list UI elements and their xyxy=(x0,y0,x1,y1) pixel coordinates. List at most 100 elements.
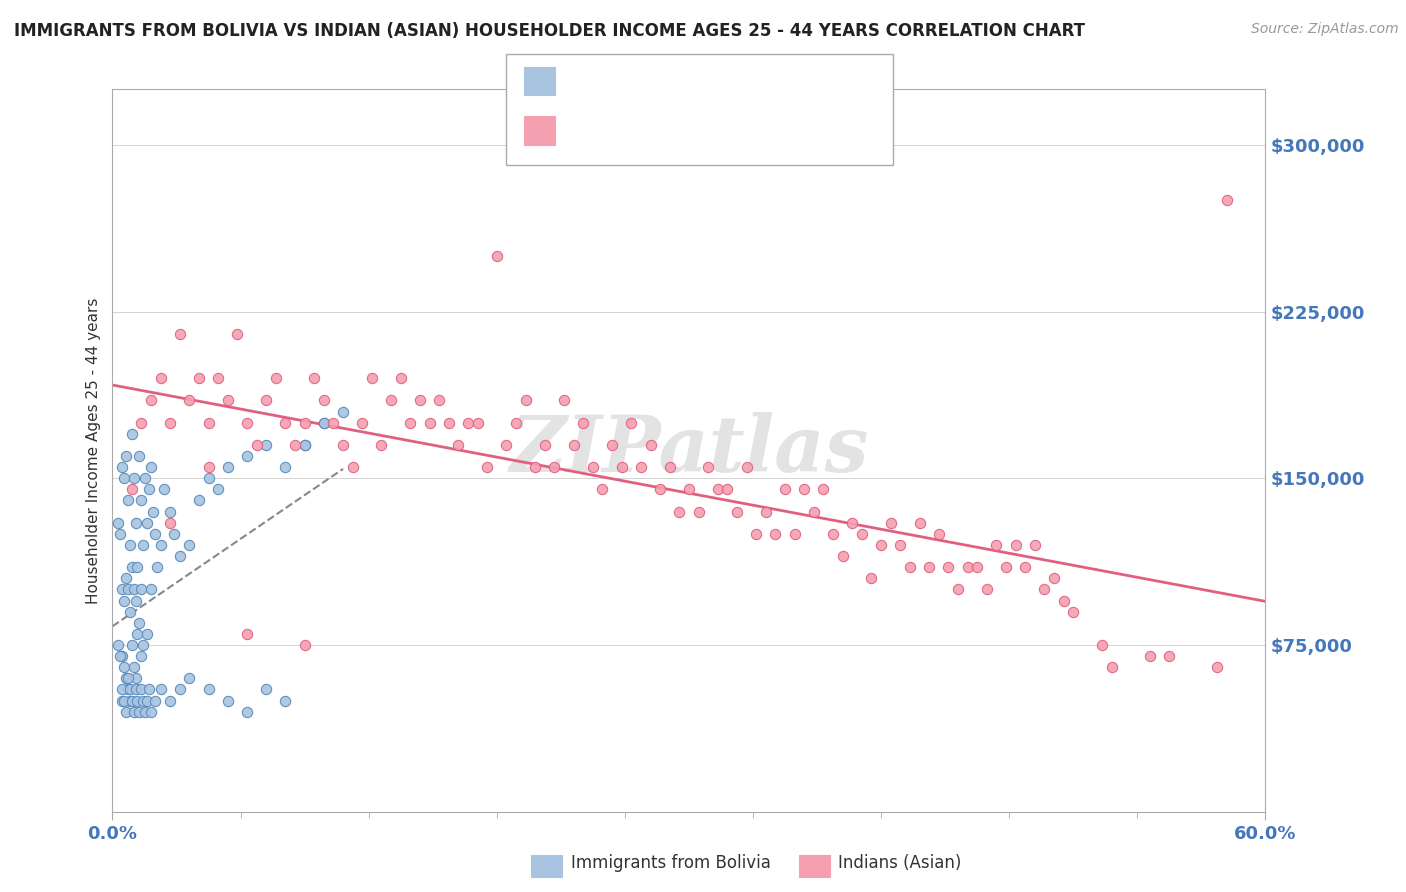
Text: ZIPatlas: ZIPatlas xyxy=(509,412,869,489)
Point xyxy=(1004,538,1026,552)
Point xyxy=(534,438,557,452)
Point xyxy=(1139,649,1161,664)
Point xyxy=(197,682,219,697)
Point xyxy=(294,416,316,430)
Point xyxy=(136,693,159,707)
Point xyxy=(274,460,297,475)
Point xyxy=(117,493,139,508)
Point xyxy=(179,538,201,552)
Point xyxy=(142,505,165,519)
Point xyxy=(956,560,979,574)
Point xyxy=(122,705,145,719)
Y-axis label: Householder Income Ages 25 - 44 years: Householder Income Ages 25 - 44 years xyxy=(86,297,101,604)
Point xyxy=(640,438,662,452)
Point xyxy=(678,483,700,497)
Point xyxy=(139,582,162,597)
Point xyxy=(246,438,269,452)
Point xyxy=(399,416,422,430)
Point xyxy=(254,438,277,452)
Point xyxy=(128,615,150,630)
Point xyxy=(264,371,287,385)
Point xyxy=(179,393,201,408)
Point xyxy=(118,538,141,552)
Point xyxy=(274,693,297,707)
Point xyxy=(274,416,297,430)
Point xyxy=(658,460,681,475)
Point xyxy=(312,416,335,430)
Point xyxy=(127,560,149,574)
Point xyxy=(936,560,959,574)
Point xyxy=(908,516,931,530)
Point xyxy=(134,471,156,485)
Point xyxy=(143,526,166,541)
Point xyxy=(562,438,585,452)
Point xyxy=(254,682,277,697)
Point xyxy=(188,493,211,508)
Point xyxy=(115,571,138,585)
Point xyxy=(707,483,730,497)
Point xyxy=(986,538,1008,552)
Point xyxy=(139,393,162,408)
Point xyxy=(121,483,143,497)
Text: R =: R = xyxy=(564,71,595,89)
Point xyxy=(169,549,191,563)
Text: IMMIGRANTS FROM BOLIVIA VS INDIAN (ASIAN) HOUSEHOLDER INCOME AGES 25 - 44 YEARS : IMMIGRANTS FROM BOLIVIA VS INDIAN (ASIAN… xyxy=(14,22,1085,40)
Point xyxy=(725,505,748,519)
Point xyxy=(145,560,167,574)
Point xyxy=(143,693,166,707)
Point xyxy=(124,593,146,607)
Point xyxy=(217,460,239,475)
Point xyxy=(688,505,710,519)
Point xyxy=(841,516,863,530)
Point xyxy=(112,660,135,674)
Point xyxy=(111,693,134,707)
Point xyxy=(108,649,131,664)
Point xyxy=(495,438,517,452)
Point xyxy=(149,538,172,552)
Point xyxy=(668,505,690,519)
Point xyxy=(995,560,1018,574)
Point xyxy=(582,460,605,475)
Point xyxy=(650,483,672,497)
Point xyxy=(136,627,159,641)
Point xyxy=(149,371,172,385)
Point xyxy=(138,483,160,497)
Point xyxy=(342,460,364,475)
Point xyxy=(467,416,489,430)
Point xyxy=(543,460,565,475)
Point xyxy=(159,693,181,707)
Point xyxy=(115,671,138,685)
Point xyxy=(121,638,143,652)
Point xyxy=(1033,582,1056,597)
Point xyxy=(821,526,844,541)
Point xyxy=(124,516,146,530)
Point xyxy=(976,582,998,597)
Point xyxy=(117,682,139,697)
Point xyxy=(111,682,134,697)
Point xyxy=(107,638,129,652)
Point xyxy=(773,483,796,497)
Text: -0.021: -0.021 xyxy=(614,120,679,138)
Point xyxy=(115,449,138,463)
Point xyxy=(197,416,219,430)
Point xyxy=(226,326,249,341)
Point xyxy=(485,249,508,263)
Point xyxy=(197,471,219,485)
Point xyxy=(129,682,153,697)
Point xyxy=(197,460,219,475)
Point xyxy=(139,705,162,719)
Point xyxy=(294,638,316,652)
Point xyxy=(112,693,135,707)
Point xyxy=(851,526,873,541)
Point xyxy=(118,682,141,697)
Point xyxy=(118,605,141,619)
Point xyxy=(745,526,768,541)
Point xyxy=(946,582,969,597)
Point xyxy=(153,483,176,497)
Point xyxy=(117,582,139,597)
Text: Indians (Asian): Indians (Asian) xyxy=(838,855,962,872)
Point xyxy=(1216,194,1239,208)
Text: 0.225: 0.225 xyxy=(614,71,671,89)
Point xyxy=(128,705,150,719)
Point xyxy=(217,693,239,707)
